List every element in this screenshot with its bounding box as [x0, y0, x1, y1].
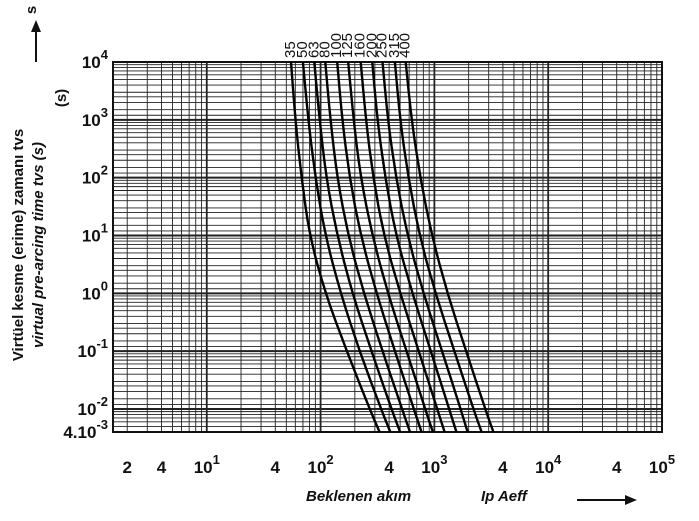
fuse-curve-315 [393, 61, 483, 433]
curve-label-35: 35 [282, 41, 299, 58]
fuse-curve-50 [301, 61, 392, 433]
fuse-curve-80 [324, 61, 412, 433]
fuse-curve-160 [359, 61, 446, 433]
y-tick-label: 10-1 [78, 336, 108, 361]
plot-frame [112, 61, 663, 433]
y-axis-title: Virtüel kesme (erime) zamanı tvs [10, 129, 27, 361]
x-tick-label: 4 [612, 458, 622, 477]
curve-label-100: 100 [328, 33, 345, 58]
fuse-curve-125 [347, 61, 435, 433]
fuse-curve-250 [381, 61, 469, 433]
x-axis-symbol: Ip Aeff [481, 488, 529, 505]
y-unit-label: (s) [53, 89, 70, 107]
curve-label-200: 200 [363, 33, 380, 58]
curve-label-160: 160 [352, 33, 369, 58]
x-tick-label: 103 [421, 452, 447, 477]
fuse-curve-35 [289, 61, 381, 433]
fuse-curve-100 [336, 61, 423, 433]
y-tick-label: 104 [82, 47, 109, 72]
x-tick-label: 101 [194, 452, 220, 477]
x-axis-arrow [577, 495, 637, 505]
curve-label-400: 400 [397, 33, 414, 58]
curve-label-50: 50 [294, 41, 311, 58]
y-tick-labels: 104 103 102 101 100 10-1 10-24.10-3 [63, 47, 108, 442]
fuse-curve-200 [371, 61, 458, 433]
curve-label-125: 125 [339, 33, 356, 58]
y-tick-label: 100 [82, 278, 108, 303]
x-tick-label: 102 [307, 452, 333, 477]
curve-label-63: 63 [305, 41, 322, 58]
y-tick-label: 4.10-3 [63, 417, 108, 442]
curve-label-80: 80 [316, 41, 333, 58]
fuse-curve-400 [404, 61, 495, 433]
y-arrow-label: s [23, 6, 40, 14]
y-axis-title-en: virtual pre-arcing time tvs (s) [30, 142, 47, 348]
fuse-curve-63 [313, 61, 402, 433]
curve-label-250: 250 [374, 33, 391, 58]
x-tick-label: 2 [122, 458, 131, 477]
y-tick-label: 10-2 [78, 394, 108, 419]
y-tick-label: 103 [82, 105, 108, 130]
x-tick-label: 4 [384, 458, 394, 477]
x-tick-label: 4 [498, 458, 508, 477]
x-tick-label: 4 [157, 458, 167, 477]
y-axis-arrow [31, 20, 41, 62]
x-tick-label: 105 [649, 452, 675, 477]
y-tick-label: 102 [82, 163, 108, 188]
curve-label-315: 315 [386, 33, 403, 58]
x-tick-labels: 2 4 101 4 102 4 103 4 104 4 105 [122, 452, 675, 477]
curves [289, 61, 495, 433]
y-tick-label: 101 [82, 220, 108, 245]
x-tick-label: 4 [271, 458, 281, 477]
x-axis-title: Beklenen akım [306, 488, 411, 505]
x-tick-label: 104 [535, 452, 562, 477]
